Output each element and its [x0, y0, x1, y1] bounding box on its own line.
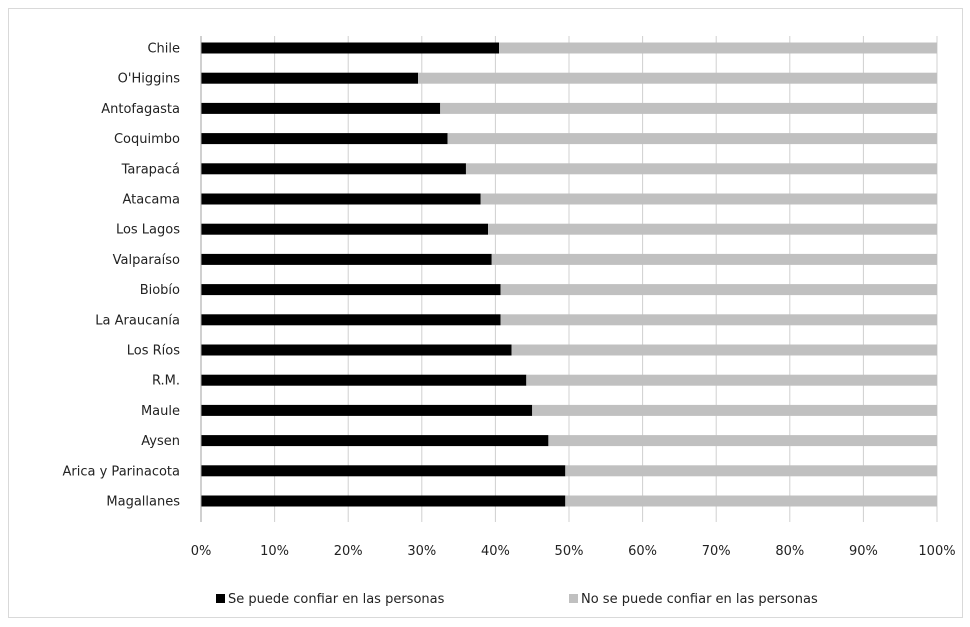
category-label: Maule [141, 404, 180, 419]
category-label: Los Ríos [127, 344, 180, 359]
bar-confiar [201, 193, 481, 205]
bar-confiar [201, 435, 549, 447]
bar-no-confiar [500, 284, 937, 296]
category-label: Atacama [123, 193, 180, 208]
category-label: Chile [147, 42, 180, 57]
category-label: O'Higgins [118, 72, 181, 87]
bar-no-confiar [511, 344, 937, 356]
x-tick-label: 30% [407, 544, 436, 559]
category-label: Aysen [141, 434, 180, 449]
bar-no-confiar [565, 495, 937, 507]
category-label: Arica y Parinacota [63, 464, 180, 479]
bar-no-confiar [465, 163, 937, 175]
category-label: Tarapacá [121, 162, 180, 177]
bar-confiar [201, 42, 500, 54]
bar-confiar [201, 163, 466, 175]
bar-no-confiar [532, 404, 937, 416]
bar-no-confiar [440, 102, 937, 114]
category-label: Antofagasta [101, 102, 180, 117]
x-tick-label: 70% [702, 544, 731, 559]
bar-confiar [201, 284, 501, 296]
x-tick-label: 20% [334, 544, 363, 559]
category-label: Coquimbo [114, 132, 180, 147]
x-tick-label: 0% [191, 544, 212, 559]
bar-confiar [201, 72, 419, 84]
category-label: La Araucanía [95, 313, 180, 328]
x-tick-label: 80% [775, 544, 804, 559]
category-label: Los Lagos [116, 223, 180, 238]
bar-no-confiar [526, 374, 937, 386]
x-tick-label: 10% [260, 544, 289, 559]
bar-confiar [201, 133, 448, 145]
bar-no-confiar [499, 42, 937, 54]
x-tick-label: 60% [628, 544, 657, 559]
legend-swatch [216, 594, 225, 603]
bar-confiar [201, 404, 533, 416]
legend-label: Se puede confiar en las personas [228, 592, 445, 607]
bar-no-confiar [565, 465, 937, 477]
category-label: Valparaíso [113, 253, 180, 268]
legend-label: No se puede confiar en las personas [581, 592, 818, 607]
bar-no-confiar [548, 435, 937, 447]
legend-swatch [569, 594, 578, 603]
bar-no-confiar [488, 223, 937, 235]
category-label: Magallanes [106, 495, 180, 510]
bar-no-confiar [500, 314, 937, 326]
x-tick-label: 50% [555, 544, 584, 559]
bar-confiar [201, 465, 566, 477]
category-label: Biobío [140, 283, 180, 298]
bar-confiar [201, 344, 512, 356]
bar-confiar [201, 314, 501, 326]
bar-confiar [201, 374, 527, 386]
bar-confiar [201, 102, 441, 114]
bar-no-confiar [491, 253, 937, 265]
x-tick-label: 40% [481, 544, 510, 559]
bar-confiar [201, 223, 489, 235]
bar-confiar [201, 253, 492, 265]
category-label: R.M. [152, 374, 180, 389]
x-tick-label: 100% [918, 544, 955, 559]
bar-no-confiar [447, 133, 937, 145]
x-tick-label: 90% [849, 544, 878, 559]
bar-confiar [201, 495, 566, 507]
bar-no-confiar [480, 193, 937, 205]
bar-no-confiar [418, 72, 937, 84]
